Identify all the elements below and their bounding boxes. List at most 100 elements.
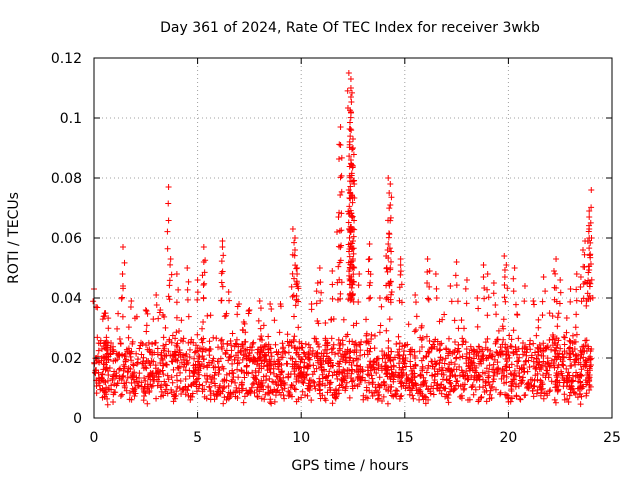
data-point: [586, 214, 593, 220]
data-point: [306, 354, 313, 361]
data-point: [267, 301, 274, 307]
data-point: [350, 271, 357, 278]
data-point: [552, 270, 559, 277]
data-point: [364, 338, 371, 345]
data-point: [192, 348, 199, 355]
data-point: [395, 333, 402, 340]
data-point: [388, 348, 395, 355]
data-point: [225, 289, 232, 295]
data-point: [425, 349, 432, 356]
data-point: [385, 175, 392, 181]
data-point: [560, 362, 567, 369]
data-point: [481, 295, 488, 302]
data-point: [544, 359, 551, 366]
data-point: [479, 369, 486, 376]
data-point: [566, 392, 573, 399]
data-point: [228, 342, 235, 349]
data-point: [120, 244, 127, 250]
data-point: [445, 399, 452, 406]
data-point: [454, 378, 461, 385]
data-point: [208, 379, 215, 386]
data-point: [95, 358, 102, 365]
data-point: [355, 282, 362, 289]
data-point: [535, 361, 542, 368]
data-point: [285, 388, 292, 395]
data-point: [235, 349, 242, 356]
data-point: [567, 363, 574, 370]
data-point: [291, 235, 298, 241]
data-point: [383, 265, 390, 272]
data-point: [348, 284, 355, 291]
data-point: [339, 384, 346, 391]
data-point: [272, 361, 279, 368]
data-point: [561, 391, 568, 398]
data-point: [160, 342, 167, 349]
data-point: [322, 320, 329, 327]
data-point: [273, 381, 280, 388]
data-point: [403, 363, 410, 370]
data-point: [456, 372, 463, 379]
data-point: [304, 385, 311, 392]
data-point: [565, 398, 572, 405]
data-point: [458, 367, 465, 374]
data-point: [537, 345, 544, 352]
data-point: [128, 298, 135, 304]
data-point: [117, 392, 124, 399]
data-point: [136, 375, 143, 382]
data-point: [174, 377, 181, 384]
data-point: [369, 381, 376, 388]
data-point: [191, 355, 198, 362]
data-point: [411, 374, 418, 381]
data-point: [185, 359, 192, 366]
data-point: [325, 372, 332, 379]
data-point: [327, 379, 334, 386]
data-point: [551, 364, 558, 371]
data-point: [180, 356, 187, 363]
data-point: [173, 314, 180, 321]
data-point: [366, 256, 373, 262]
data-point: [529, 387, 536, 394]
data-point: [349, 214, 356, 221]
data-point: [386, 205, 393, 212]
data-point: [257, 325, 264, 332]
data-point: [581, 251, 588, 258]
data-point: [540, 274, 547, 280]
data-point: [300, 379, 307, 386]
data-point: [376, 382, 383, 389]
data-point: [536, 358, 543, 365]
data-point: [512, 344, 519, 351]
data-point: [396, 284, 403, 291]
data-point: [281, 379, 288, 386]
data-point: [251, 380, 258, 387]
data-point: [254, 384, 261, 391]
data-point: [335, 263, 342, 270]
data-point: [294, 280, 301, 286]
data-point: [218, 343, 225, 350]
data-point: [116, 336, 123, 343]
data-point: [324, 389, 331, 396]
data-point: [305, 341, 312, 348]
data-point: [412, 382, 419, 389]
data-point: [260, 386, 267, 393]
data-point: [400, 348, 407, 355]
data-point: [105, 350, 112, 357]
data-point: [580, 354, 587, 361]
data-point: [345, 367, 352, 374]
data-point: [341, 351, 348, 358]
data-point: [501, 274, 508, 281]
data-point: [291, 239, 298, 246]
data-point: [411, 348, 418, 355]
data-point: [336, 156, 343, 163]
data-point: [256, 381, 263, 388]
data-point: [368, 331, 375, 338]
data-point: [463, 300, 470, 307]
data-point: [383, 282, 390, 289]
data-point: [474, 295, 481, 301]
data-point: [350, 233, 357, 240]
data-point: [143, 307, 150, 314]
data-point: [235, 354, 242, 361]
data-point: [240, 399, 247, 406]
data-point: [526, 363, 533, 370]
data-point: [165, 348, 172, 355]
data-point: [521, 283, 528, 289]
